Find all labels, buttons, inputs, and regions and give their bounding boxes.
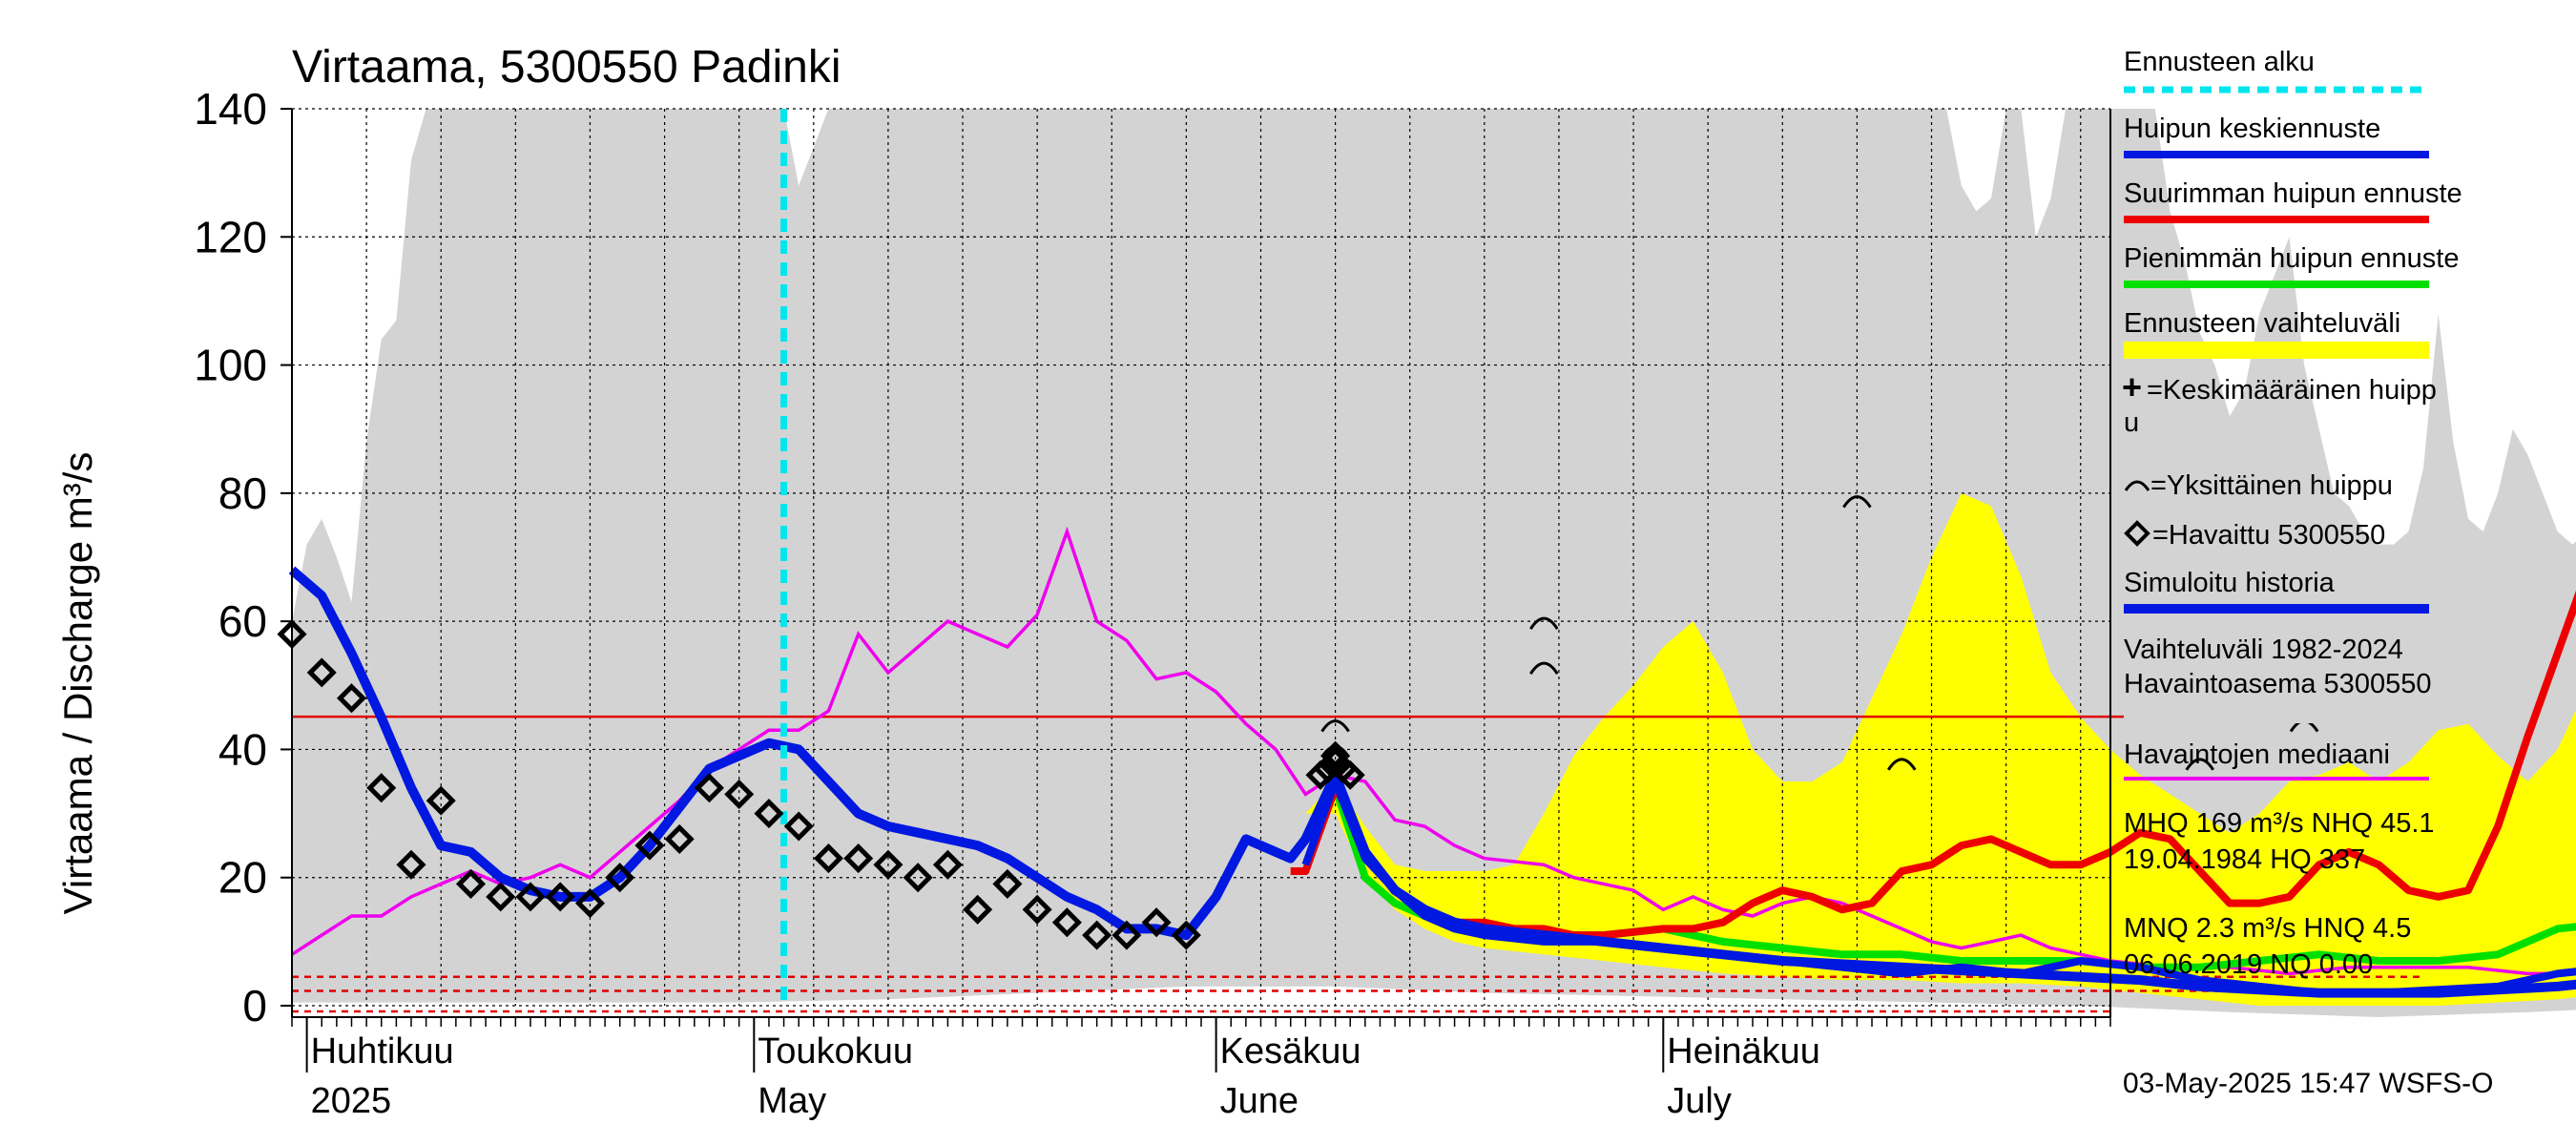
legend-stats-low-1: MNQ 2.3 m³/s HNQ 4.5	[2124, 913, 2411, 944]
observed-point	[366, 773, 397, 803]
y-tick-label: 100	[194, 341, 267, 390]
y-tick-label: 60	[218, 596, 267, 646]
legend-mean-marker-icon: +	[2122, 367, 2142, 406]
observed-point	[873, 849, 904, 880]
observed-point	[574, 888, 605, 919]
x-month-label-secondary: July	[1667, 1081, 1732, 1121]
y-tick-label: 20	[218, 853, 267, 903]
x-month-label-secondary: May	[758, 1081, 826, 1121]
x-month-label: Kesäkuu	[1220, 1031, 1361, 1072]
legend-mean-marker-label-cont: u	[2124, 407, 2139, 438]
observed-point	[1111, 920, 1142, 950]
observed-point	[1082, 920, 1112, 950]
observed-point	[1051, 907, 1082, 938]
x-month-label-secondary: 2025	[311, 1081, 392, 1121]
observed-points	[277, 619, 1365, 950]
legend-range-swatch	[2124, 342, 2429, 359]
observed-point	[992, 868, 1023, 899]
y-tick-label: 80	[218, 468, 267, 518]
observed-point	[336, 683, 367, 714]
legend-observed-icon	[2124, 520, 2150, 547]
x-month-label-secondary: June	[1220, 1081, 1298, 1121]
chart-title: Virtaama, 5300550 Padinki	[292, 42, 841, 93]
observed-point	[605, 863, 635, 893]
observed-point	[396, 849, 426, 880]
legend-mean-marker-label: =Keskimääräinen huipp	[2147, 375, 2437, 406]
plot-area	[277, 108, 2576, 1017]
observed-point	[1171, 920, 1201, 950]
x-month-label: Toukokuu	[758, 1031, 913, 1072]
y-axis-label: Virtaama / Discharge m³/s	[55, 452, 100, 915]
observed-point	[634, 830, 665, 861]
legend-min-peak-label: Pienimmän huipun ennuste	[2124, 243, 2459, 274]
observed-point	[903, 863, 933, 893]
x-month-label: Heinäkuu	[1667, 1031, 1820, 1072]
observed-point	[1305, 760, 1336, 790]
max-peak-forecast-line	[1290, 590, 2576, 940]
axes: 0 20 40 60 80 100 120 140 Huhtikuu 2025 Toukokuu Ma…	[194, 84, 2111, 1121]
y-tick-label: 40	[218, 724, 267, 774]
legend-hist-range-label: Vaihteluväli 1982-2024	[2124, 635, 2403, 665]
observed-point	[754, 799, 784, 829]
observed-point	[1335, 760, 1365, 790]
legend-mean-peak-label: Huipun keskiennuste	[2124, 114, 2380, 144]
single-peak-marker	[1320, 719, 1350, 733]
observed-point	[843, 843, 874, 874]
single-peak-marker	[1887, 758, 1917, 771]
single-peak-marker	[1529, 616, 1559, 630]
x-month-label: Huhtikuu	[311, 1031, 454, 1072]
legend-single-peak-icon	[2124, 480, 2150, 491]
single-peak-marker	[1320, 744, 1350, 759]
observed-point	[426, 785, 456, 816]
single-peak-marker	[2185, 758, 2215, 771]
observed-point	[1022, 894, 1052, 925]
observed-point	[515, 882, 546, 912]
observed-point	[486, 882, 516, 912]
observed-point	[1320, 740, 1351, 771]
y-tick-label: 120	[194, 212, 267, 261]
legend-max-peak-label: Suurimman huipun ennuste	[2124, 178, 2462, 209]
observed-point	[1141, 907, 1172, 938]
timestamp: 03-May-2025 15:47 WSFS-O	[2123, 1068, 2494, 1099]
y-tick-label: 0	[242, 981, 267, 1030]
legend-hist-range-swatch	[2124, 706, 2429, 723]
legend-observed-label: =Havaittu 5300550	[2152, 520, 2385, 551]
legend-stats-low-2: 06.06.2019 NQ 0.00	[2124, 949, 2373, 980]
simulated-history-line	[288, 566, 2576, 998]
observed-point	[813, 843, 843, 874]
legend-simulated-label: Simuloitu historia	[2124, 568, 2336, 598]
single-peak-marker	[1842, 495, 1872, 509]
legend-forecast-start-label: Ennusteen alku	[2124, 47, 2315, 77]
observed-point	[455, 868, 487, 899]
observed-point	[783, 811, 814, 842]
y-tick-label: 140	[194, 84, 267, 134]
observed-point	[724, 779, 755, 809]
legend-stats-high-2: 19.04.1984 HQ 337	[2124, 844, 2365, 875]
legend-hist-range-label-2: Havaintoasema 5300550	[2124, 669, 2431, 699]
single-peak-marker	[1529, 661, 1559, 675]
legend-range-label: Ennusteen vaihteluväli	[2124, 308, 2400, 339]
legend: Ennusteen alku Huipun keskiennuste Suurimm…	[2122, 47, 2462, 980]
observed-point	[694, 773, 724, 803]
observed-point	[963, 894, 993, 925]
observed-point	[545, 882, 575, 912]
legend-stats-high-1: MHQ 169 m³/s NHQ 45.1	[2124, 808, 2435, 839]
legend-median-label: Havaintojen mediaani	[2124, 739, 2390, 770]
observed-point	[306, 657, 337, 688]
observed-point	[664, 823, 695, 854]
observed-point	[932, 849, 963, 880]
legend-single-peak-label: =Yksittäinen huippu	[2150, 470, 2393, 501]
